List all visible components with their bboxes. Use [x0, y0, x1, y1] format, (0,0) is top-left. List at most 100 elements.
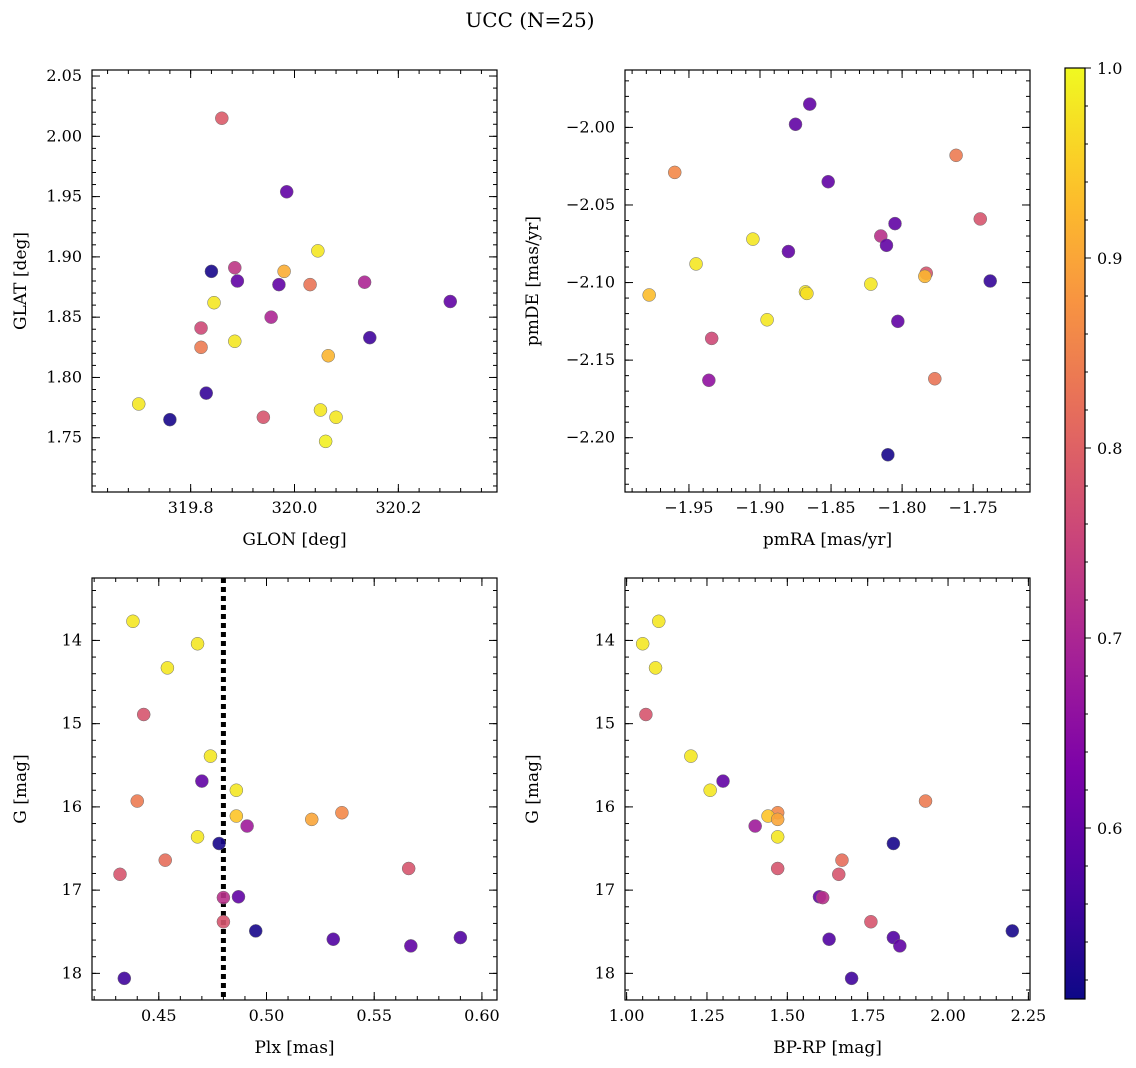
y-tick-label: 18 — [62, 963, 82, 982]
data-point — [279, 185, 294, 199]
data-point — [800, 286, 814, 301]
data-point — [781, 244, 796, 259]
data-point — [231, 890, 246, 904]
y-axis-label: GLAT [deg] — [11, 232, 31, 330]
y-tick-label: 1.80 — [46, 367, 82, 386]
colorbar-tick-label: 0.6 — [1097, 819, 1122, 838]
data-point — [313, 403, 328, 417]
data-point — [326, 932, 341, 946]
data-point — [770, 812, 785, 827]
data-point — [203, 749, 218, 763]
data-point — [770, 830, 785, 844]
x-tick-label: 320.0 — [272, 498, 318, 517]
data-point — [194, 321, 208, 335]
data-point — [194, 340, 208, 355]
x-tick-label: 1.50 — [770, 1006, 806, 1025]
panel-plx-g: 0.45 0.50 0.55 0.60 14 15 16 17 18 Plx [mas] G [ma… — [11, 577, 500, 1058]
data-point — [190, 637, 205, 651]
colorbar-tick-label: 0.7 — [1097, 629, 1122, 648]
y-axis-label: G [mag] — [11, 754, 31, 823]
y-tick-label: 1.85 — [46, 307, 82, 326]
data-point — [684, 749, 698, 763]
data-point — [864, 915, 878, 929]
data-point — [983, 274, 997, 288]
data-point — [215, 111, 229, 125]
data-point — [815, 890, 830, 905]
data-point — [891, 314, 905, 329]
data-point — [160, 661, 175, 675]
colorbar-tick-label: 1.0 — [1097, 59, 1122, 78]
axes-frame — [624, 69, 1031, 493]
data-point — [1005, 924, 1020, 938]
x-tick-label: 319.8 — [168, 498, 214, 517]
data-point — [918, 269, 932, 284]
y-tick-label: 15 — [595, 714, 615, 733]
x-tick-label: −1.80 — [878, 498, 927, 517]
data-point — [918, 794, 933, 808]
data-point — [844, 971, 859, 986]
data-point — [973, 212, 988, 226]
x-tick-label: 0.60 — [464, 1006, 500, 1025]
panel-pmra-pmde: −1.95 −1.90 −1.85 −1.80 −1.75 −2.20 −2.15 −2.10… — [523, 69, 1031, 550]
axes-frame — [91, 69, 498, 493]
y-tick-label: −2.15 — [566, 350, 615, 369]
y-tick-label: 17 — [595, 880, 615, 899]
data-point — [113, 867, 127, 882]
y-tick-label: −2.10 — [566, 273, 615, 292]
data-point — [311, 244, 325, 258]
data-point — [879, 238, 894, 253]
x-tick-label: 1.00 — [609, 1006, 645, 1025]
data-point — [788, 117, 803, 132]
data-point — [832, 867, 846, 882]
y-tick-label: 1.75 — [46, 428, 82, 447]
x-tick-label: 1.75 — [850, 1006, 886, 1025]
data-point — [277, 264, 291, 279]
figure-title: UCC (N=25) — [465, 8, 594, 32]
data-point — [272, 277, 286, 292]
y-tick-label: −2.00 — [566, 117, 615, 136]
data-point — [357, 275, 372, 289]
data-point — [760, 313, 774, 327]
data-point — [401, 861, 416, 876]
axes-frame — [91, 577, 498, 1001]
x-tick-label: 2.00 — [930, 1006, 966, 1025]
data-point — [888, 216, 902, 231]
data-point — [864, 277, 878, 291]
data-point — [321, 349, 335, 363]
colorbar: 0.6 0.7 0.8 0.9 1.0 — [1064, 59, 1122, 1000]
data-point — [949, 148, 963, 163]
x-tick-label: 0.50 — [249, 1006, 285, 1025]
data-point — [199, 386, 213, 400]
data-point — [639, 707, 653, 722]
y-tick-label: −2.05 — [566, 195, 615, 214]
x-tick-label: −1.90 — [735, 498, 784, 517]
data-point — [229, 783, 244, 797]
x-tick-label: 0.55 — [356, 1006, 392, 1025]
x-tick-label: 2.25 — [1011, 1006, 1047, 1025]
y-axis-label: pmDE [mas/yr] — [523, 216, 543, 346]
y-tick-label: 15 — [62, 714, 82, 733]
data-point — [893, 939, 907, 953]
y-tick-label: 2.05 — [46, 66, 82, 85]
axes-frame — [624, 577, 1031, 1001]
colorbar-frame — [1064, 67, 1086, 1000]
y-tick-label: 1.90 — [46, 247, 82, 266]
data-point — [228, 334, 242, 349]
data-point — [228, 260, 242, 275]
colorbar-tick-label: 0.8 — [1097, 439, 1122, 458]
data-point — [158, 853, 172, 867]
data-point — [212, 836, 226, 851]
data-point — [703, 783, 717, 797]
x-axis-label: pmRA [mas/yr] — [763, 530, 892, 550]
data-point — [117, 971, 132, 986]
data-point — [318, 434, 333, 449]
data-point — [689, 257, 703, 271]
data-point — [195, 774, 209, 788]
data-point — [216, 915, 231, 929]
data-point — [404, 939, 418, 953]
data-point — [635, 637, 650, 651]
data-point — [716, 774, 730, 788]
data-point — [207, 295, 221, 310]
data-point — [928, 371, 942, 386]
